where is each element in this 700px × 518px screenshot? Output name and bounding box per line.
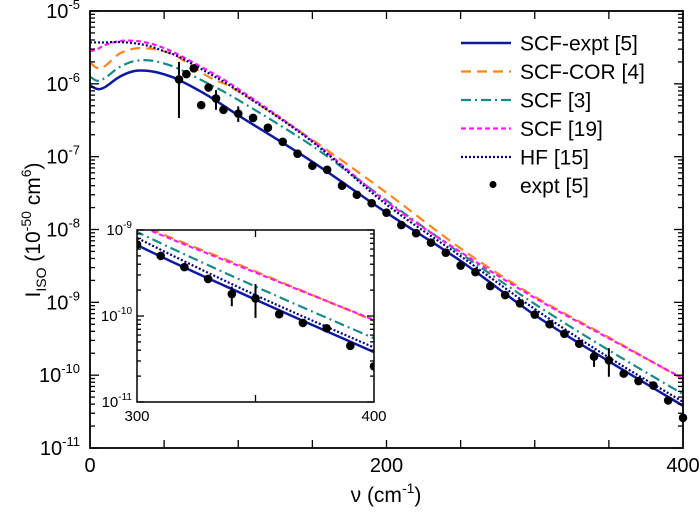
x-tick-label: 200: [370, 455, 403, 477]
main-frame: [89, 10, 684, 449]
main-expt-point: [426, 238, 436, 247]
inset-expt-point: [251, 294, 260, 303]
legend-marker: [489, 181, 497, 188]
y-tick-label: 10-6: [46, 70, 80, 96]
main-expt-point: [263, 123, 273, 132]
inset-expt-point: [180, 262, 189, 272]
inset-y-tick-label: 10-10: [101, 306, 133, 325]
main-expt-point: [352, 190, 362, 200]
inset-expt-point: [322, 323, 331, 333]
main-expt-point: [456, 261, 465, 270]
main-expt-point: [278, 137, 288, 147]
inset-expt-point: [298, 318, 308, 328]
main-expt-point: [663, 396, 673, 405]
main-series-line-2: [90, 59, 683, 396]
main-expt-point: [211, 94, 221, 103]
legend-item: SCF-expt [5]: [461, 33, 638, 56]
main-expt-points: [174, 61, 688, 423]
inset-expt-point: [227, 289, 237, 299]
main-expt-point: [471, 267, 480, 277]
legend-item: SCF [19]: [461, 118, 603, 141]
x-axis-label: ν (cm-1): [351, 480, 422, 507]
main-expt-point: [485, 281, 495, 291]
legend: SCF-expt [5] SCF-COR [4] SCF [3] SCF [19] HF…: [461, 33, 645, 198]
main-expt-point: [649, 381, 658, 390]
main-expt-point: [500, 290, 510, 300]
main-expt-point: [634, 376, 643, 386]
x-tick-label: 400: [666, 455, 699, 477]
main-expt-point: [382, 208, 391, 218]
main-expt-point: [174, 75, 184, 84]
main-expt-point: [322, 165, 332, 175]
legend-label: expt [5]: [520, 175, 589, 198]
y-axis-label: IISO (10-50 cm6): [18, 162, 49, 297]
main-expt-point: [219, 105, 228, 115]
legend-item: SCF-COR [4]: [461, 61, 645, 84]
main-expt-point: [367, 198, 376, 208]
main-expt-point: [411, 228, 421, 238]
main-expt-point: [204, 83, 213, 92]
legend-item: SCF [3]: [461, 90, 591, 113]
main-expt-point: [530, 310, 540, 319]
main-expt-point: [515, 298, 525, 308]
main-expt-point: [589, 352, 599, 361]
legend-label: SCF-COR [4]: [520, 61, 645, 84]
main-expt-point: [196, 100, 206, 110]
main-expt-point: [604, 355, 614, 365]
main-series-line-4: [90, 40, 683, 403]
main-expt-point: [233, 109, 243, 118]
inset-y-tick-label: 10-9: [106, 220, 132, 239]
inset-frame: [136, 229, 375, 403]
main-expt-point: [189, 64, 199, 73]
inset-plot: 300 400 10-9 10-10 10-11: [101, 220, 387, 425]
legend-label: SCF [3]: [520, 90, 591, 113]
main-series-line-1: [90, 46, 683, 381]
legend-item: HF [15]: [461, 147, 589, 170]
main-expt-point: [248, 113, 258, 123]
main-expt-point: [182, 69, 191, 79]
y-tick-label: 10-5: [46, 0, 80, 23]
x-tick-label: 0: [84, 455, 95, 477]
y-tick-label: 10-9: [46, 288, 80, 314]
inset-expt-point: [369, 362, 374, 371]
inset-x-tick-label: 400: [361, 408, 386, 425]
main-expt-point: [441, 248, 451, 258]
legend-label: HF [15]: [520, 147, 589, 170]
inset-expt-point: [203, 274, 213, 284]
main-expt-point: [337, 181, 347, 190]
main-expt-point: [545, 319, 554, 329]
main-expt-point: [397, 220, 406, 230]
legend-label: SCF [19]: [520, 118, 603, 141]
y-tick-label: 10-7: [46, 143, 80, 169]
inset-x-tick-label: 300: [124, 408, 149, 425]
main-expt-point: [293, 149, 302, 158]
inset-expt-point: [137, 240, 142, 249]
inset-expt-point: [156, 251, 165, 261]
inset-expt-point: [346, 341, 355, 351]
legend-item: expt [5]: [489, 175, 589, 198]
y-tick-label: 10-8: [46, 216, 80, 242]
inset-expt-point: [274, 309, 284, 319]
legend-label: SCF-expt [5]: [520, 33, 638, 56]
inset-plot-area: [137, 230, 374, 371]
main-expt-point: [574, 339, 584, 349]
main-expt-point: [308, 161, 317, 171]
main-expt-point: [619, 369, 628, 378]
main-expt-point: [560, 329, 569, 339]
y-tick-label: 10-11: [40, 434, 80, 460]
y-tick-label: 10-10: [39, 361, 80, 387]
inset-y-tick-label: 10-11: [102, 392, 133, 411]
